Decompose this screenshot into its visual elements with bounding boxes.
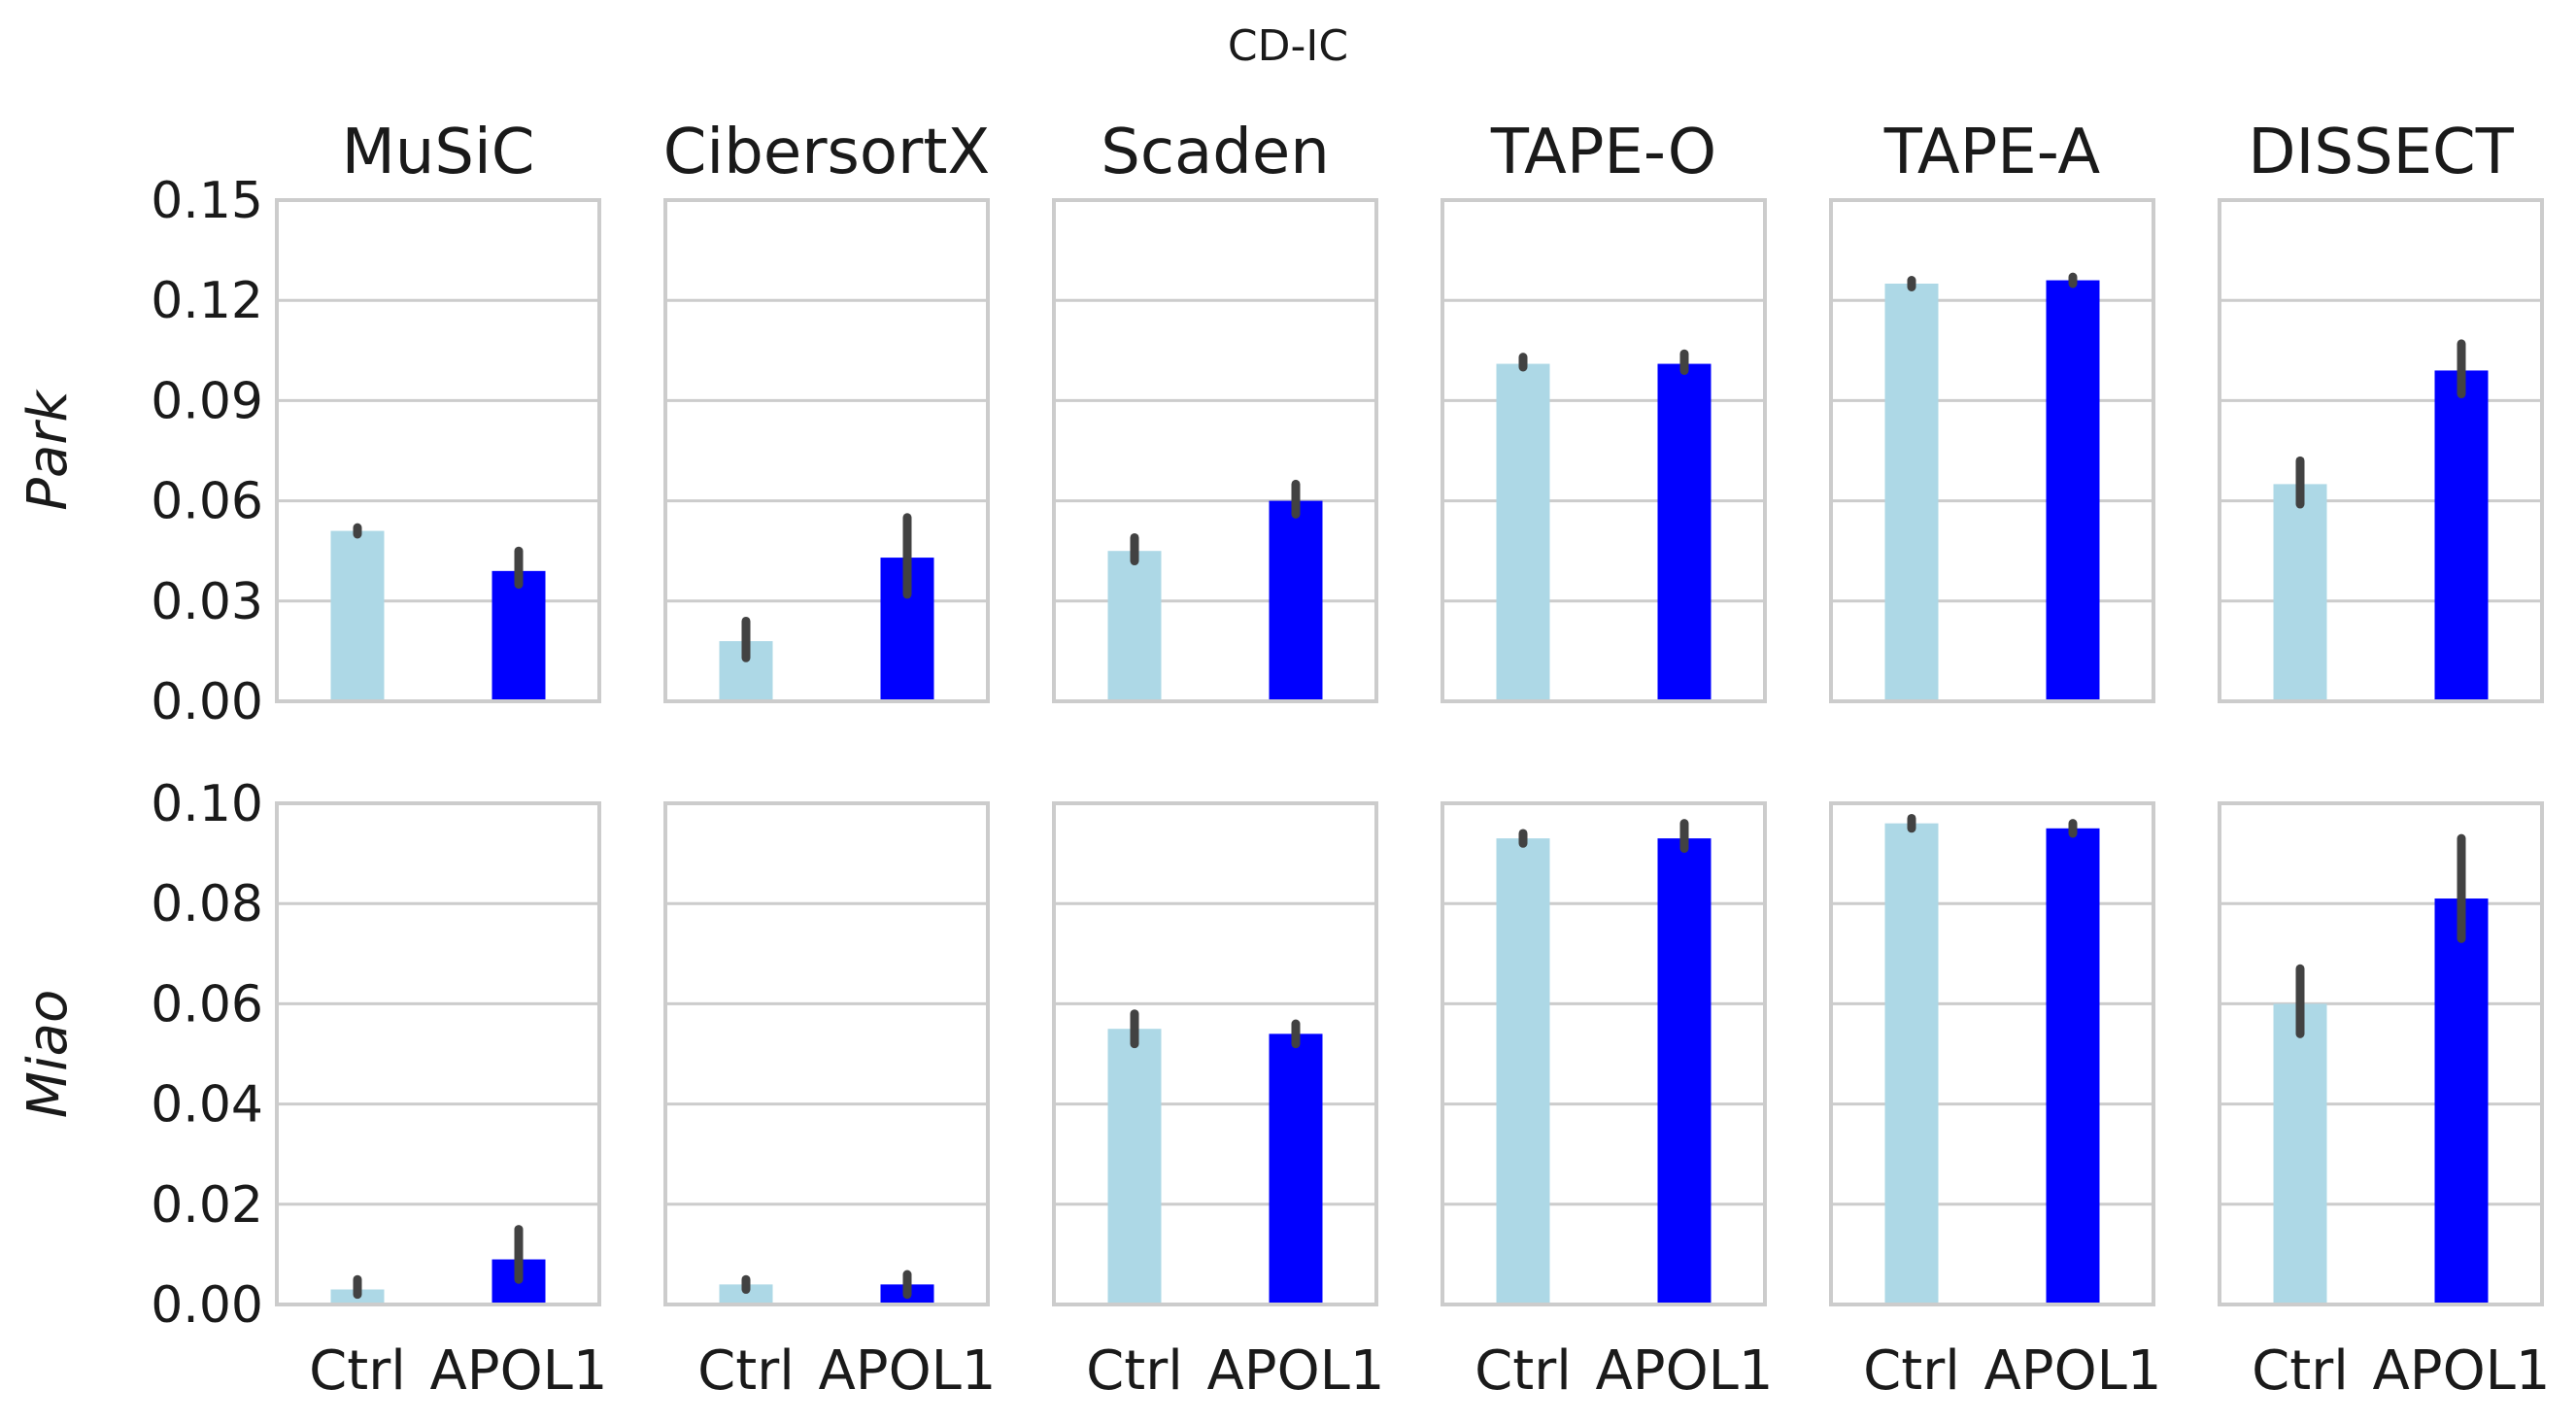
xtick-label-ctrl: Ctrl xyxy=(2252,1339,2349,1403)
bar-apol1 xyxy=(1269,500,1323,701)
row-label-miao: Miao xyxy=(17,990,80,1118)
column-title-scaden: Scaden xyxy=(1101,117,1330,188)
xtick-label-ctrl: Ctrl xyxy=(1086,1339,1183,1403)
bar-ctrl xyxy=(2273,484,2327,701)
panel-miao-tape-a xyxy=(1829,801,2155,1306)
bar-ctrl xyxy=(1107,1029,1162,1304)
xtick-label-apol1: APOL1 xyxy=(430,1339,608,1403)
bar-ctrl xyxy=(1107,551,1162,701)
panels-group: Park 0.00 0.03 0.06 0.09 0.12 0.15 MuSiC Ciberso… xyxy=(17,117,2550,1403)
panel-park-tape-a xyxy=(1829,198,2155,703)
bar-ctrl xyxy=(330,530,385,701)
xtick-label-apol1: APOL1 xyxy=(819,1339,997,1403)
panel-frame xyxy=(1829,801,2155,1306)
panel-miao-cibersortx xyxy=(663,801,990,1306)
panel-park-music xyxy=(275,198,601,703)
ytick-label: 0.08 xyxy=(151,875,263,933)
column-title-music: MuSiC xyxy=(342,117,535,188)
panel-park-tape-o xyxy=(1441,198,1767,703)
xtick-label-apol1: APOL1 xyxy=(1596,1339,1774,1403)
bar-apol1 xyxy=(2046,280,2100,701)
panel-frame xyxy=(1441,198,1767,703)
bar-ctrl xyxy=(719,1284,773,1304)
ytick-label: 0.02 xyxy=(151,1176,263,1235)
panel-miao-tape-o xyxy=(1441,801,1767,1306)
panel-park-scaden xyxy=(1052,198,1378,703)
column-title-dissect: DISSECT xyxy=(2248,117,2515,188)
ytick-label: 0.06 xyxy=(151,473,263,531)
xtick-label-apol1: APOL1 xyxy=(1984,1339,2162,1403)
ytick-label: 0.15 xyxy=(151,172,263,230)
bar-ctrl xyxy=(1884,823,1939,1304)
bar-apol1 xyxy=(2046,828,2100,1304)
bar-apol1 xyxy=(1657,363,1712,701)
xtick-label-apol1: APOL1 xyxy=(2373,1339,2551,1403)
xtick-label-apol1: APOL1 xyxy=(1207,1339,1385,1403)
panel-frame xyxy=(663,801,990,1306)
column-title-tape-o: TAPE-O xyxy=(1490,117,1716,188)
panel-frame xyxy=(1052,801,1378,1306)
ytick-label: 0.04 xyxy=(151,1076,263,1135)
panel-frame xyxy=(663,198,990,703)
ytick-label: 0.10 xyxy=(151,775,263,833)
panel-frame xyxy=(275,198,601,703)
panel-miao-scaden xyxy=(1052,801,1378,1306)
xtick-label-ctrl: Ctrl xyxy=(309,1339,406,1403)
panel-frame xyxy=(2218,198,2544,703)
panel-park-dissect xyxy=(2218,198,2544,703)
panel-miao-music xyxy=(275,801,601,1306)
panel-frame xyxy=(2218,801,2544,1306)
bar-ctrl xyxy=(1496,838,1550,1304)
bar-ctrl xyxy=(2273,1003,2327,1304)
row-label-park: Park xyxy=(17,389,80,511)
panel-frame xyxy=(1829,198,2155,703)
panel-frame xyxy=(1441,801,1767,1306)
bar-apol1 xyxy=(2434,898,2489,1304)
xtick-label-ctrl: Ctrl xyxy=(1474,1339,1572,1403)
xtick-label-ctrl: Ctrl xyxy=(697,1339,795,1403)
ytick-label: 0.00 xyxy=(151,673,263,731)
bar-apol1 xyxy=(491,570,546,701)
ytick-label: 0.06 xyxy=(151,975,263,1033)
bar-ctrl xyxy=(1496,363,1550,701)
bar-ctrl xyxy=(1884,284,1939,701)
panel-park-cibersortx xyxy=(663,198,990,703)
ytick-label: 0.12 xyxy=(151,272,263,330)
panel-frame xyxy=(1052,198,1378,703)
bar-apol1 xyxy=(1269,1033,1323,1304)
ytick-label: 0.09 xyxy=(151,372,263,430)
ytick-label: 0.03 xyxy=(151,573,263,631)
ytick-label: 0.00 xyxy=(151,1276,263,1335)
figure-title: CD-IC xyxy=(1228,21,1348,71)
xtick-label-ctrl: Ctrl xyxy=(1863,1339,1960,1403)
bar-apol1 xyxy=(2434,370,2489,701)
bar-apol1 xyxy=(1657,838,1712,1304)
panel-frame xyxy=(275,801,601,1306)
panel-miao-dissect xyxy=(2218,801,2544,1306)
column-title-tape-a: TAPE-A xyxy=(1883,117,2101,188)
column-title-cibersortx: CibersortX xyxy=(663,117,991,188)
